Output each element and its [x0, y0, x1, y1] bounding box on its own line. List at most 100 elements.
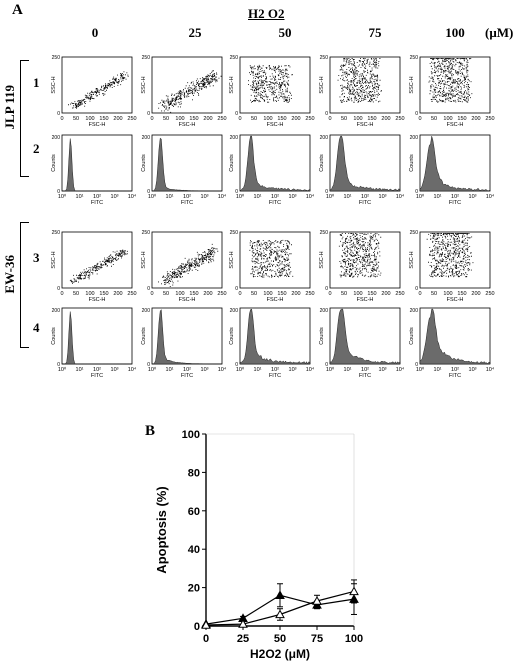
y-axis-label: SSC-H: [51, 76, 57, 93]
y-tick-label: 200: [410, 135, 419, 141]
x-axis-label: FSC-H: [89, 122, 106, 128]
scatter-plot: 0 50 100 150 200 250 FSC-H 0 250 SSC-H: [51, 230, 137, 303]
y-tick-label: 250: [142, 230, 151, 236]
y-axis-label: Counts: [51, 327, 57, 345]
y-tick-label: 0: [325, 362, 328, 368]
histogram-fill: [62, 138, 132, 192]
y-axis-label: Apoptosis (%): [154, 486, 169, 573]
y-axis-label: SSC-H: [141, 76, 147, 93]
histogram-plot: 10⁰ 10¹ 10² 10³ 10⁴ FITC 200 0 Counts: [409, 307, 495, 379]
histogram-fill: [239, 308, 311, 365]
x-tick-label: 50: [73, 116, 79, 122]
y-tick-label: 0: [415, 362, 418, 368]
x-tick-label: 100: [85, 116, 94, 122]
conc-label: 50: [278, 25, 292, 40]
x-tick-label: 10³: [469, 194, 477, 200]
scatter-dots: [249, 239, 294, 278]
histogram-fill: [419, 136, 491, 192]
y-tick-label: 250: [52, 55, 61, 61]
x-tick-label: 50: [251, 291, 257, 297]
x-tick-label: 100: [263, 291, 272, 297]
scatter-dots: [428, 58, 473, 103]
data-point: [312, 596, 322, 605]
x-tick-label: 0: [328, 116, 331, 122]
histogram-fill: [151, 137, 222, 192]
y-axis-label: SSC-H: [141, 251, 147, 268]
y-tick-label: 80: [188, 467, 200, 479]
x-tick-label: 50: [251, 116, 257, 122]
x-tick-label: 150: [189, 116, 198, 122]
y-axis-label: SSC-H: [319, 251, 325, 268]
x-tick-label: 200: [471, 291, 480, 297]
x-tick-label: 250: [127, 291, 136, 297]
x-tick-label: 10⁰: [148, 193, 157, 200]
x-tick-label: 10⁴: [306, 366, 315, 373]
histogram-frame: [61, 134, 133, 192]
y-axis-label: Counts: [141, 327, 147, 345]
y-tick-label: 200: [142, 308, 151, 314]
y-tick-label: 0: [57, 362, 60, 368]
scatter-dots: [248, 64, 293, 103]
x-tick-label: 10⁰: [416, 366, 425, 373]
x-tick-label: 150: [277, 116, 286, 122]
scatter-frame: [61, 56, 133, 114]
x-tick-label: 10¹: [344, 194, 352, 200]
x-tick-label: 10¹: [434, 194, 442, 200]
y-axis-label: Counts: [409, 154, 415, 172]
x-tick-label: 250: [217, 116, 226, 122]
x-tick-label: 10³: [289, 367, 297, 373]
x-tick-label: 150: [457, 291, 466, 297]
data-point: [238, 619, 248, 628]
y-tick-label: 100: [182, 429, 200, 441]
x-axis-label: FSC-H: [179, 297, 196, 303]
y-tick-label: 20: [188, 583, 200, 595]
x-tick-label: 10⁰: [416, 193, 425, 200]
x-tick-label: 10¹: [434, 367, 442, 373]
x-tick-label: 0: [150, 291, 153, 297]
histogram-fill: [329, 308, 401, 365]
x-tick-label: 50: [73, 291, 79, 297]
x-tick-label: 0: [150, 116, 153, 122]
x-tick-label: 75: [311, 633, 323, 645]
x-tick-label: 10⁴: [486, 193, 495, 200]
x-tick-label: 10¹: [344, 367, 352, 373]
x-tick-label: 10¹: [166, 367, 174, 373]
flow-cytometry-panels: 0 50 100 150 200 250 FSC-H 0 250 SSC-H 0 50 100 150 20…: [51, 55, 495, 379]
scatter-plot: 0 50 100 150 200 250 FSC-H 0 250 SSC-H: [229, 230, 315, 303]
x-tick-label: 150: [367, 116, 376, 122]
x-tick-label: 10⁰: [326, 193, 335, 200]
x-tick-label: 10⁴: [396, 366, 405, 373]
histogram-plot: 10⁰ 10¹ 10² 10³ 10⁴ FITC 200 0 Counts: [319, 307, 405, 379]
x-tick-label: 10¹: [76, 194, 84, 200]
x-tick-label: 0: [418, 291, 421, 297]
y-tick-label: 0: [147, 111, 150, 117]
x-tick-label: 10³: [201, 194, 209, 200]
y-axis-label: Counts: [51, 154, 57, 172]
x-tick-label: 200: [203, 116, 212, 122]
row-number: 3: [33, 250, 40, 265]
y-tick-label: 0: [235, 286, 238, 292]
x-tick-label: 150: [189, 291, 198, 297]
x-axis-label: FITC: [181, 373, 193, 379]
y-axis-label: Counts: [319, 154, 325, 172]
x-tick-label: 10⁴: [396, 193, 405, 200]
x-tick-label: 250: [395, 116, 404, 122]
x-tick-label: 10³: [289, 194, 297, 200]
y-tick-label: 0: [325, 286, 328, 292]
x-tick-label: 10⁰: [326, 366, 335, 373]
x-axis-label: FITC: [359, 373, 371, 379]
y-tick-label: 250: [230, 55, 239, 61]
y-tick-label: 250: [320, 55, 329, 61]
x-tick-label: 10⁰: [148, 366, 157, 373]
x-tick-label: 250: [395, 291, 404, 297]
scatter-dots: [338, 233, 382, 278]
x-tick-label: 0: [238, 291, 241, 297]
x-tick-label: 200: [203, 291, 212, 297]
x-tick-label: 100: [353, 291, 362, 297]
treatment-label: H2 O2: [248, 6, 285, 21]
x-tick-label: 10⁰: [58, 366, 67, 373]
conc-label: 100: [445, 25, 465, 40]
histogram-plot: 10⁰ 10¹ 10² 10³ 10⁴ FITC 200 0 Counts: [51, 307, 137, 379]
y-axis-label: SSC-H: [51, 251, 57, 268]
x-tick-label: 100: [85, 291, 94, 297]
